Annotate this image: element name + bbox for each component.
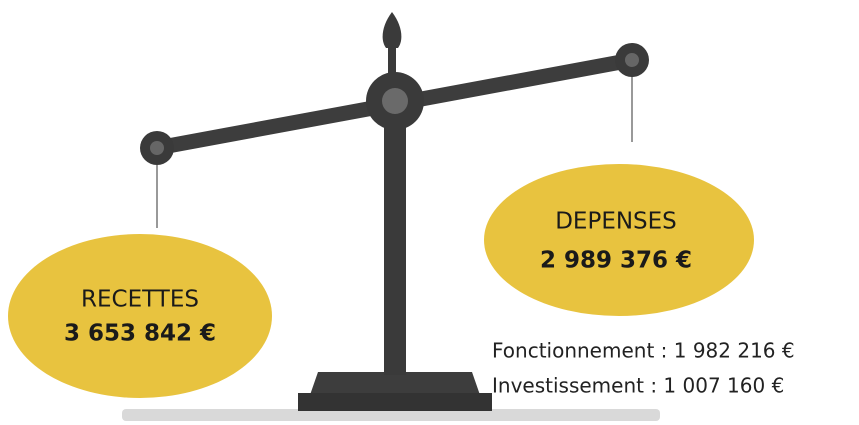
pivot-inner — [382, 88, 408, 114]
detail-line: Fonctionnement : 1 982 216 € — [492, 339, 795, 363]
finial-stem — [388, 46, 396, 76]
right-end-inner — [625, 53, 639, 67]
recettes-pan — [8, 234, 272, 398]
base — [298, 393, 492, 411]
finial — [383, 12, 402, 48]
recettes-amount: 3 653 842 € — [64, 321, 216, 347]
scale-infographic: RECETTES 3 653 842 € DEPENSES 2 989 376 … — [0, 0, 859, 425]
left-end-inner — [150, 141, 164, 155]
detail-line: Investissement : 1 007 160 € — [492, 374, 784, 398]
depenses-amount: 2 989 376 € — [540, 248, 692, 274]
post — [384, 110, 406, 375]
recettes-label: RECETTES — [81, 287, 199, 313]
base-top — [310, 372, 480, 395]
depenses-label: DEPENSES — [555, 209, 677, 235]
depenses-pan — [484, 164, 754, 316]
